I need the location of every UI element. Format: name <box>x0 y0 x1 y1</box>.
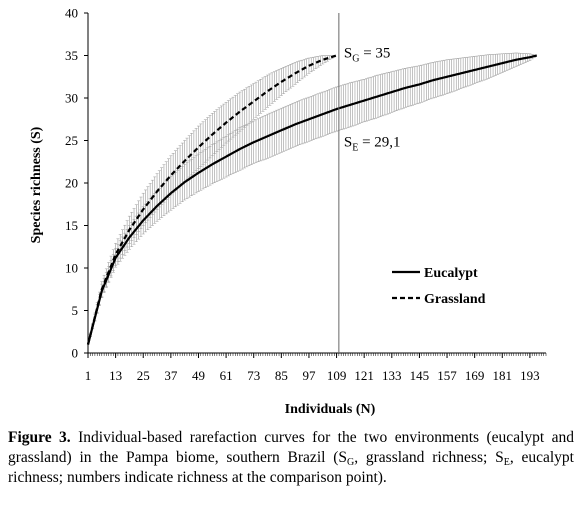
x-tick-label: 85 <box>275 368 288 383</box>
y-tick-label: 20 <box>65 176 78 191</box>
legend-label-grassland: Grassland <box>424 292 486 307</box>
axes: 0 5 10 15 20 25 30 35 40 1 13 25 37 49 61 73 85 97 109 121 1… <box>65 6 547 383</box>
x-tick-label: 73 <box>247 368 260 383</box>
rarefaction-chart: 0 5 10 15 20 25 30 35 40 1 13 25 37 49 61 73 85 97 109 121 1… <box>29 6 547 417</box>
y-tick-label: 5 <box>72 303 79 318</box>
richness-annotation: SE = 29,1 <box>344 135 401 154</box>
x-tick-label: 1 <box>85 368 92 383</box>
y-tick-label: 0 <box>72 346 79 361</box>
legend-label-eucalypt: Eucalypt <box>424 266 478 281</box>
legend: Eucalypt Grassland <box>392 266 486 307</box>
x-axis-title: Individuals (N) <box>285 402 376 417</box>
x-tick-label: 97 <box>302 368 316 383</box>
series-line-eucalypt <box>86 54 538 345</box>
figure-caption: Figure 3. Individual-based rarefaction c… <box>8 428 574 488</box>
x-tick-label: 25 <box>137 368 150 383</box>
x-tick-label: 157 <box>437 368 457 383</box>
caption-sub-e: E <box>503 457 510 468</box>
x-tick-label: 145 <box>410 368 430 383</box>
x-tick-label: 181 <box>493 368 513 383</box>
caption-text-2: , grassland richness; S <box>354 449 504 466</box>
caption-text-3: , eucalypt richness; numbers indicate ri… <box>8 449 574 486</box>
y-tick-label: 30 <box>65 91 78 106</box>
x-tick-label: 13 <box>109 368 122 383</box>
x-tick-label: 49 <box>192 368 205 383</box>
x-tick-label: 37 <box>164 368 178 383</box>
error-bars <box>88 52 536 337</box>
annotations: SG = 35 SE = 29,1 <box>338 13 401 353</box>
x-tick-label: 193 <box>520 368 540 383</box>
x-tick-label: 133 <box>382 368 402 383</box>
x-tick-label: 61 <box>220 368 233 383</box>
caption-sub-g: G <box>347 457 355 468</box>
x-tick-label: 169 <box>465 368 485 383</box>
y-tick-label: 10 <box>65 261 78 276</box>
y-axis-title: Species richness (S) <box>29 126 44 243</box>
x-tick-label: 109 <box>327 368 347 383</box>
series-lines <box>86 54 538 345</box>
series-line-grassland <box>86 54 337 345</box>
x-tick-label: 121 <box>354 368 374 383</box>
caption-label: Figure 3. <box>8 429 71 446</box>
y-tick-label: 25 <box>65 133 78 148</box>
y-tick-label: 40 <box>65 6 78 21</box>
y-tick-label: 35 <box>65 48 78 63</box>
chart-container: 0 5 10 15 20 25 30 35 40 1 13 25 37 49 61 73 85 97 109 121 1… <box>29 6 547 417</box>
richness-annotation: SG = 35 <box>344 46 391 65</box>
y-tick-label: 15 <box>65 218 78 233</box>
caption-text: Individual-based rarefaction curves for … <box>8 429 574 466</box>
